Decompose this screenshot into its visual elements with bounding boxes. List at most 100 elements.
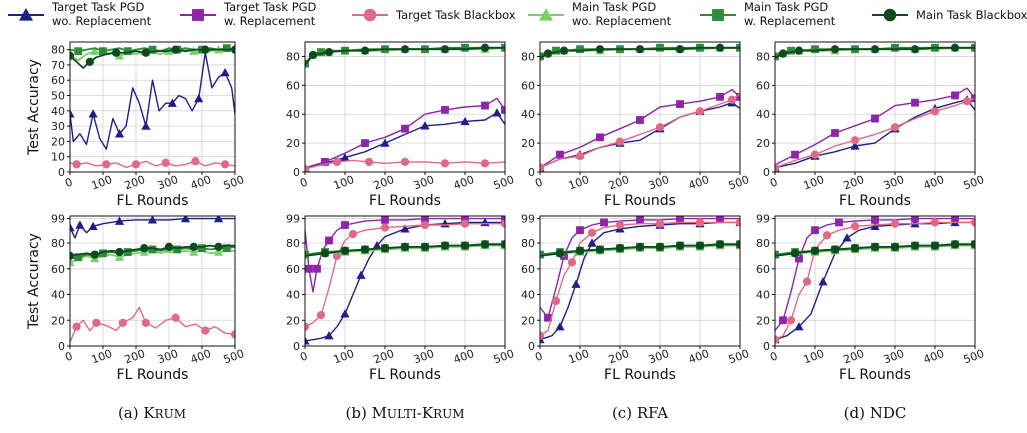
data-point [461, 43, 469, 52]
data-point [775, 163, 780, 172]
y-tick-label: 0 [293, 166, 300, 179]
data-point [372, 241, 382, 250]
chart-panel-d-bottom: 0 20 40 60 80 99 0 100 200 300 400 500 FL Rounds [756, 213, 986, 383]
data-point [811, 226, 819, 235]
data-point [930, 107, 940, 116]
chart-panel-b-bottom: 0 20 40 60 80 99 0 100 200 300 400 500 FL Rounds [286, 213, 516, 383]
data-point [890, 123, 900, 132]
data-point [164, 242, 174, 252]
data-point [870, 45, 880, 54]
x-tick-label: 500 [962, 347, 986, 366]
y-tick-label: 50 [51, 90, 65, 103]
data-point [790, 249, 800, 258]
x-axis-label: FL Rounds [117, 367, 189, 383]
data-point [99, 47, 107, 56]
data-point [831, 129, 839, 137]
data-point [85, 57, 94, 67]
data-point [727, 95, 737, 104]
data-point [400, 157, 410, 167]
x-tick-label: 300 [156, 173, 180, 192]
data-point [90, 46, 100, 55]
data-point [595, 245, 605, 254]
data-point [70, 251, 75, 261]
data-point [910, 241, 920, 250]
data-point [171, 45, 180, 54]
data-point [380, 223, 390, 232]
legend-entry: Main Task Blackbox [872, 8, 1027, 22]
chart-panel-c-top: 0 20 40 60 80 0 100 200 300 400 500 FL Rounds [521, 41, 751, 209]
data-point [842, 233, 852, 242]
data-point [400, 224, 410, 233]
data-point [656, 43, 664, 52]
legend-marker [883, 8, 897, 22]
chart-panel-d-top: 0 20 40 60 80 0 100 200 300 400 500 FL Rounds [756, 41, 986, 209]
y-tick-label: 99 [51, 213, 65, 226]
data-point [161, 158, 170, 167]
data-point [332, 157, 342, 167]
plot-area [775, 43, 975, 172]
legend-label: Target Task PGD [223, 0, 317, 14]
data-point [810, 150, 820, 159]
series-line [305, 222, 505, 328]
x-tick-label: 400 [687, 173, 711, 192]
data-point [540, 331, 545, 340]
data-point [313, 264, 321, 273]
x-tick-label: 100 [332, 347, 356, 366]
data-point [555, 322, 565, 331]
y-tick-label: 99 [521, 213, 535, 226]
data-point [88, 109, 98, 118]
x-tick-label: 500 [727, 173, 751, 192]
data-point [555, 249, 565, 258]
data-point [118, 318, 127, 327]
x-tick-label: 200 [372, 347, 396, 366]
series-line [540, 88, 740, 169]
plot-frame [539, 215, 741, 347]
series-line [305, 112, 505, 169]
data-point [70, 222, 75, 232]
data-point [114, 129, 125, 138]
x-axis-label: FL Rounds [369, 193, 441, 209]
legend-label: Target Task PGD [51, 0, 145, 14]
data-point [890, 219, 900, 228]
data-point [951, 91, 959, 100]
y-tick-label: 80 [286, 50, 300, 63]
data-point [147, 216, 158, 224]
y-tick-label: 99 [286, 213, 300, 226]
data-point [802, 277, 812, 286]
x-tick-label: 400 [189, 347, 213, 366]
y-tick-label: 10 [51, 151, 65, 164]
legend-marker [539, 8, 553, 21]
data-point [99, 249, 107, 258]
data-point [822, 231, 832, 240]
data-point [501, 216, 505, 223]
data-point [795, 254, 803, 263]
y-tick-label: 20 [756, 137, 770, 150]
data-point [420, 242, 430, 252]
series-line [540, 46, 740, 59]
series-line [305, 97, 505, 169]
data-point [891, 43, 899, 52]
data-point [220, 160, 230, 169]
y-tick-label: 20 [286, 137, 300, 150]
data-point [70, 51, 75, 60]
y-tick-label: 20 [51, 314, 65, 327]
x-tick-label: 200 [123, 173, 147, 192]
data-point [556, 150, 564, 159]
data-point [890, 242, 900, 252]
data-point [440, 159, 450, 168]
x-tick-label: 400 [922, 347, 946, 366]
data-point [441, 105, 449, 114]
data-point [332, 251, 342, 261]
data-point [74, 47, 83, 56]
plot-frame [304, 215, 506, 347]
x-tick-label: 100 [567, 173, 591, 192]
y-tick-label: 40 [286, 108, 300, 121]
series-line [775, 97, 975, 169]
data-point [214, 242, 223, 252]
data-point [560, 251, 568, 260]
data-point [381, 216, 389, 224]
y-tick-label: 0 [528, 340, 535, 353]
data-point [492, 108, 502, 117]
